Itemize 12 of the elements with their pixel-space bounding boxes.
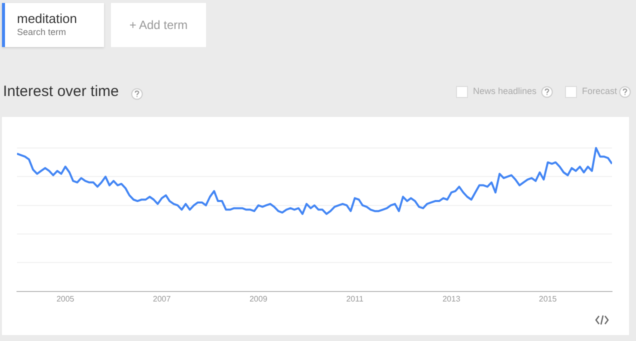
x-tick-label: 2015	[538, 294, 558, 304]
chart-title: Interest over time	[3, 83, 119, 100]
text: + Add term	[111, 3, 206, 47]
x-tick-label: 2011	[346, 294, 364, 304]
text: Search term	[17, 27, 66, 37]
text: meditation	[17, 11, 77, 26]
text: News headlines	[473, 86, 537, 96]
text: Forecast	[582, 86, 618, 96]
x-tick-label: 2005	[56, 294, 75, 304]
x-tick-label: 2007	[152, 294, 172, 304]
x-tick-label: 2009	[249, 294, 268, 304]
x-tick-label: 2013	[442, 294, 461, 304]
